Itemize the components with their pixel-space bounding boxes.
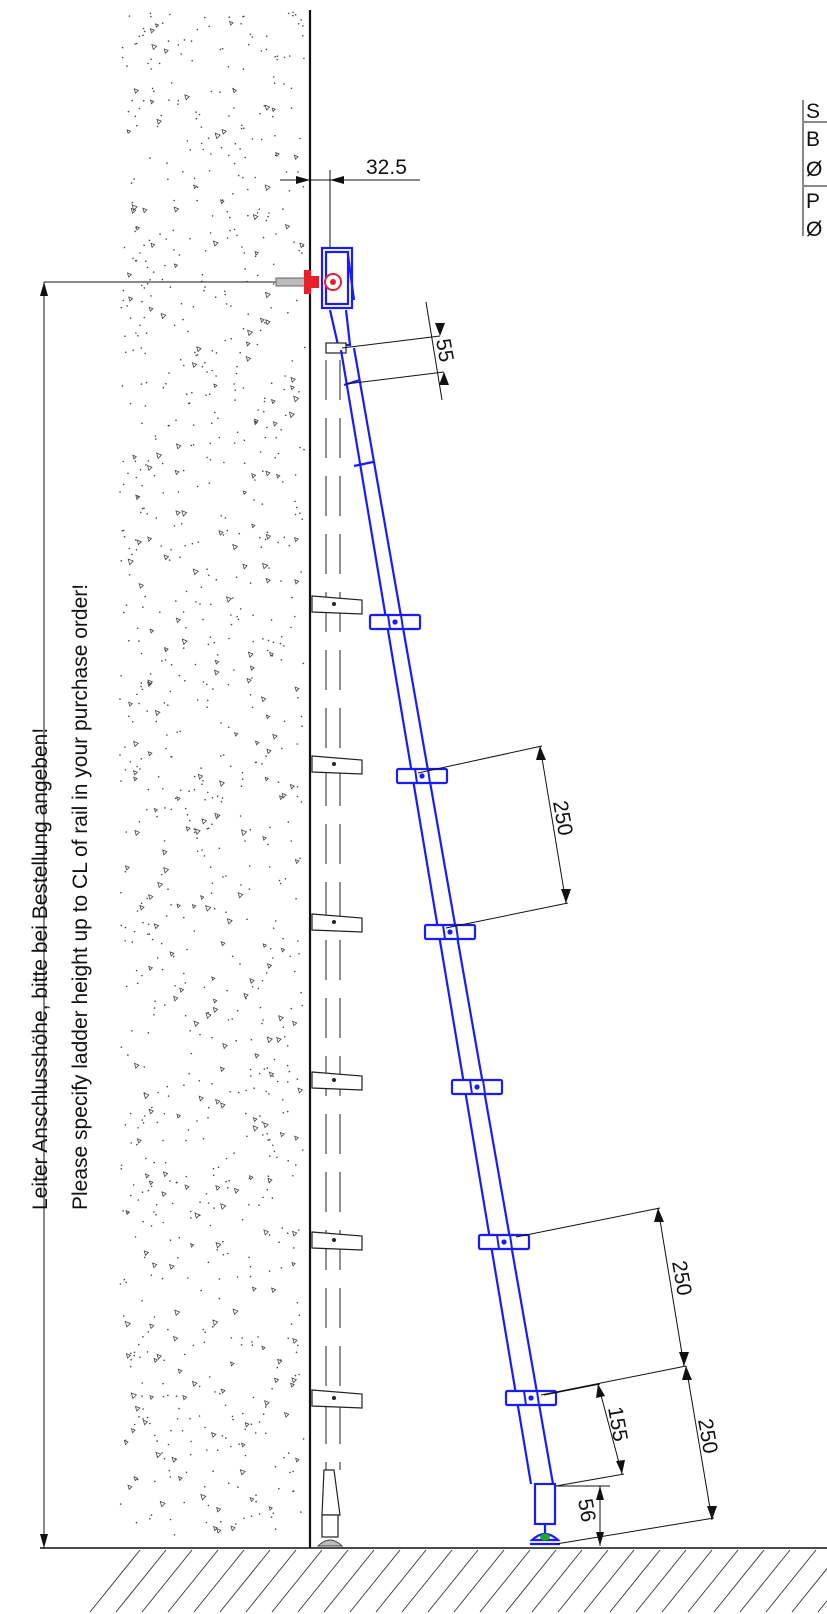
wall-bracket (275, 246, 356, 354)
dim-top-segment: 55 (431, 337, 458, 364)
ladder-rung (423, 923, 477, 941)
dim-wall-offset: 32.5 (366, 156, 407, 179)
ladder-rung (395, 767, 449, 785)
ghost-rung (311, 755, 363, 775)
side-table-row-1: S (806, 100, 820, 123)
dim-rung-pitch-upper: 250 (548, 799, 577, 838)
ghost-rung (311, 1389, 363, 1409)
note-english: Please specify ladder height up to CL of… (69, 584, 92, 1210)
ladder-rung (368, 613, 422, 631)
lower-rung-pitch-dimension-a (515, 1207, 689, 1396)
height-dimension (40, 281, 318, 1548)
dim-rung-pitch-lower-b: 250 (693, 1417, 722, 1456)
dim-foot-height: 56 (573, 1497, 600, 1524)
wall-offset-dimension (280, 170, 420, 262)
concrete-wall (119, 11, 306, 1536)
ghost-rung (311, 1231, 363, 1251)
ladder-foot (529, 1482, 561, 1546)
lower-rung-pitch-dimension-b (555, 1365, 717, 1545)
ground-hatch (89, 1549, 827, 1613)
ladder-rungs (368, 613, 558, 1407)
ghost-rung (311, 913, 363, 933)
side-table-row-4: P (806, 190, 820, 213)
bottom-rung-dimension (543, 1383, 625, 1487)
top-segment-dimension (341, 301, 449, 401)
ladder-rails (339, 347, 555, 1485)
side-table-row-3: Ø (806, 158, 822, 181)
ghost-foot (316, 1469, 344, 1547)
foot-height-dimension (556, 1485, 610, 1546)
ladder-rung (450, 1078, 504, 1096)
side-table-row-5: Ø (806, 218, 822, 241)
dim-bottom-rung: 155 (603, 1405, 632, 1444)
ghost-rung (311, 1071, 363, 1091)
side-table-row-2: B (806, 128, 820, 151)
upper-rung-pitch-dimension (417, 745, 571, 929)
wall-side-ladder-ghost (311, 360, 363, 1547)
ghost-rung (311, 595, 363, 615)
ladder-rung (477, 1233, 531, 1251)
note-german: Leiter Anschlusshöhe, bitte bei Bestellu… (29, 728, 52, 1210)
side-table (802, 100, 827, 236)
